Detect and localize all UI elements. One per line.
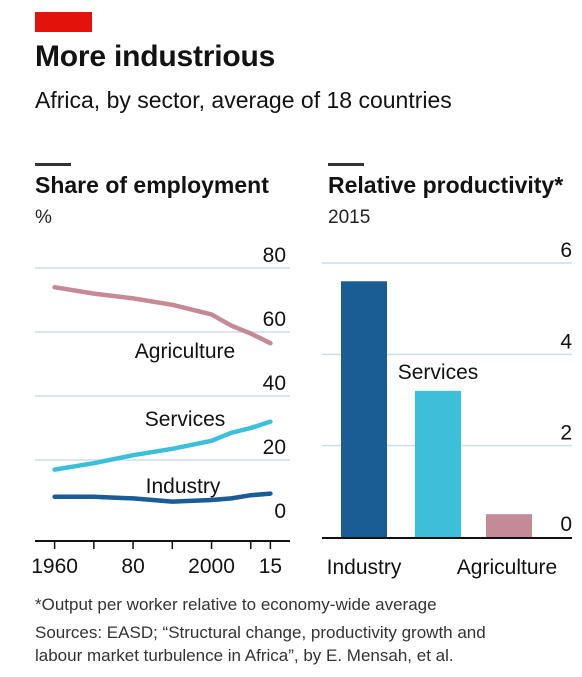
bar-label-services: Services <box>398 361 479 384</box>
left-panel-rule <box>35 163 71 166</box>
left-x-tick-label: 80 <box>121 555 144 578</box>
chart-subtitle: Africa, by sector, average of 18 countri… <box>35 87 452 113</box>
footnote-note: *Output per worker relative to economy-w… <box>35 595 437 614</box>
right-x-label-agriculture: Agriculture <box>457 556 557 579</box>
right-x-label-industry: Industry <box>327 556 402 579</box>
right-panel-subtitle: 2015 <box>328 207 371 228</box>
right-panel-rule <box>328 163 364 166</box>
series-label-services: Services <box>145 408 226 431</box>
left-y-tick-label: 0 <box>274 500 286 523</box>
footnote-sources-1: Sources: EASD; “Structural change, produ… <box>35 623 486 642</box>
chart-title: More industrious <box>35 40 276 73</box>
right-y-tick-label: 4 <box>560 330 572 353</box>
left-y-tick-label: 80 <box>263 244 286 267</box>
left-y-tick-label: 20 <box>263 436 286 459</box>
series-line-industry <box>52 491 273 504</box>
left-panel-title: Share of employment <box>35 172 269 198</box>
right-panel-title: Relative productivity* <box>328 172 564 198</box>
bar-agriculture <box>486 514 532 537</box>
right-y-tick-label: 2 <box>560 422 572 445</box>
left-x-tick-label: 1960 <box>31 555 78 578</box>
brand-tag <box>35 12 92 32</box>
footnote-sources-2: labour market turbulence in Africa”, by … <box>35 646 454 665</box>
left-y-tick-label: 40 <box>263 372 286 395</box>
series-line-services <box>52 419 273 472</box>
series-label-agriculture: Agriculture <box>135 340 235 363</box>
bar-industry <box>341 281 387 537</box>
series-line-agriculture <box>52 284 273 346</box>
right-y-tick-label: 6 <box>560 239 572 262</box>
series-label-industry: Industry <box>146 475 221 498</box>
left-panel-unit: % <box>35 207 52 228</box>
left-y-tick-label: 60 <box>263 308 286 331</box>
bar-services <box>415 390 461 537</box>
right-y-tick-label: 0 <box>560 513 572 536</box>
left-x-tick-label: 15 <box>259 555 282 578</box>
left-x-tick-label: 2000 <box>188 555 235 578</box>
